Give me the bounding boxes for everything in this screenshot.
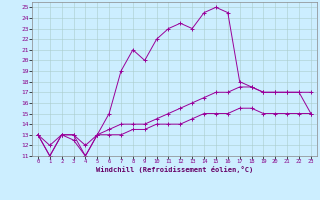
X-axis label: Windchill (Refroidissement éolien,°C): Windchill (Refroidissement éolien,°C): [96, 166, 253, 173]
